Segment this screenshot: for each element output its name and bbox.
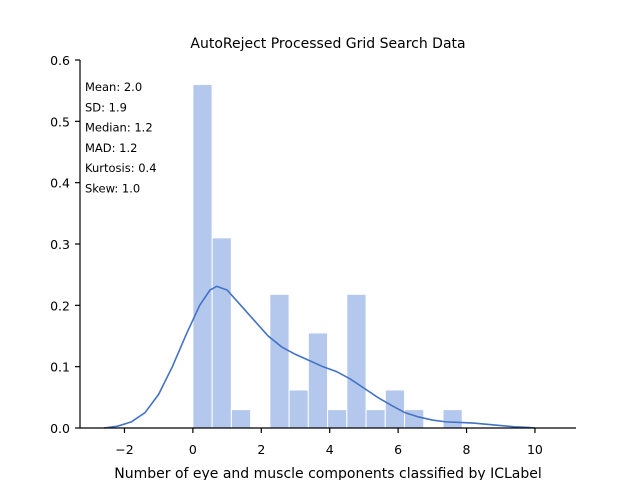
- y-tick-label: 0.6: [50, 53, 70, 68]
- stats-annotation-line: Kurtosis: 0.4: [85, 161, 157, 175]
- histogram-bar: [211, 237, 232, 429]
- y-tick-label: 0.2: [50, 298, 70, 313]
- y-tick-label: 0.5: [50, 114, 70, 129]
- histogram-bar: [307, 332, 329, 429]
- histogram-bar: [365, 409, 386, 429]
- histogram-bars: [192, 84, 463, 429]
- x-tick-label: 2: [257, 442, 265, 457]
- x-tick-label: 10: [527, 442, 543, 457]
- stats-annotation-line: Skew: 1.0: [85, 182, 140, 196]
- x-tick-label: 4: [326, 442, 334, 457]
- x-tick-label: 0: [189, 442, 197, 457]
- y-tick-label: 0.1: [50, 360, 70, 375]
- stats-annotation-line: Median: 1.2: [85, 121, 153, 135]
- x-axis-label: Number of eye and muscle components clas…: [114, 466, 542, 480]
- x-axis-ticks: −2 0 2 4 6 8 10: [115, 428, 543, 457]
- x-tick-label: 6: [394, 442, 402, 457]
- histogram-bar: [269, 293, 290, 429]
- histogram-bar: [384, 389, 406, 429]
- stats-annotation-line: Mean: 2.0: [85, 80, 142, 94]
- y-axis-ticks: 0.0 0.1 0.2 0.3 0.4 0.5 0.6: [50, 53, 80, 436]
- histogram-bar: [327, 409, 348, 429]
- stats-annotation-line: MAD: 1.2: [85, 141, 137, 155]
- kde-curve: [103, 285, 536, 429]
- y-tick-label: 0.0: [50, 421, 70, 436]
- stats-annotation-line: SD: 1.9: [85, 100, 127, 114]
- histogram-bar: [192, 84, 213, 429]
- y-tick-label: 0.3: [50, 237, 70, 252]
- histogram-bar: [288, 389, 309, 429]
- y-tick-label: 0.4: [50, 176, 70, 191]
- x-tick-label: −2: [115, 442, 133, 457]
- histogram-bar: [230, 409, 252, 429]
- summary-statistics: Mean: 2.0 SD: 1.9 Median: 1.2 MAD: 1.2 Kurto…: [85, 80, 157, 196]
- histogram-bar: [404, 409, 425, 429]
- histogram-bar: [442, 409, 463, 429]
- chart-title: AutoReject Processed Grid Search Data: [190, 36, 465, 52]
- x-tick-label: 8: [463, 442, 471, 457]
- histogram-bar: [346, 293, 367, 429]
